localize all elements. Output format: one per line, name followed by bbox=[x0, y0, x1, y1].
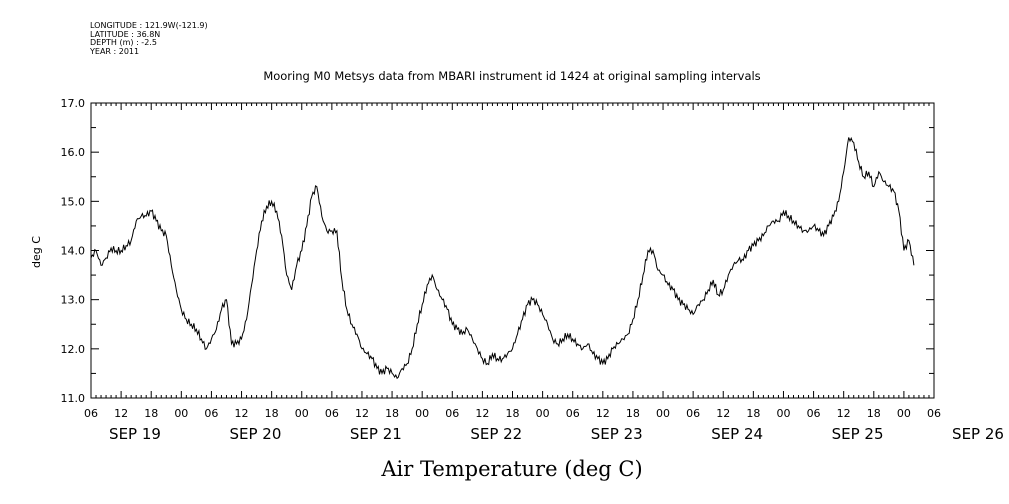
x-hour-label: 18 bbox=[506, 407, 520, 420]
y-axis-label: deg C bbox=[30, 236, 43, 268]
year-text: YEAR : 2011 bbox=[90, 46, 140, 56]
x-axis-label: Air Temperature (deg C) bbox=[380, 457, 642, 481]
x-hour-label: 18 bbox=[626, 407, 640, 420]
y-tick-label: 12.0 bbox=[61, 343, 86, 356]
y-tick-label: 14.0 bbox=[61, 245, 86, 258]
y-tick-label: 11.0 bbox=[61, 392, 86, 405]
x-hour-label: 12 bbox=[716, 407, 730, 420]
chart-title: Mooring M0 Metsys data from MBARI instru… bbox=[263, 69, 760, 83]
x-hour-label: 12 bbox=[596, 407, 610, 420]
x-hour-label: 18 bbox=[265, 407, 279, 420]
x-day-label: SEP 25 bbox=[832, 425, 884, 443]
x-hour-label: 00 bbox=[295, 407, 309, 420]
y-tick-label: 16.0 bbox=[61, 146, 86, 159]
x-hour-label: 12 bbox=[235, 407, 249, 420]
latitude-text: LATITUDE : 36.8N bbox=[90, 29, 161, 39]
x-hour-label: 06 bbox=[686, 407, 700, 420]
depth-text: DEPTH (m) : -2.5 bbox=[90, 38, 157, 48]
x-hour-label: 18 bbox=[385, 407, 399, 420]
y-tick-label: 17.0 bbox=[61, 97, 86, 110]
x-hour-label: 06 bbox=[204, 407, 218, 420]
x-hour-label: 06 bbox=[807, 407, 821, 420]
x-day-label: SEP 20 bbox=[229, 425, 281, 443]
x-hour-label: 06 bbox=[566, 407, 580, 420]
x-day-label: SEP 19 bbox=[109, 425, 161, 443]
x-hour-label: 06 bbox=[325, 407, 339, 420]
y-tick-label: 15.0 bbox=[61, 195, 86, 208]
x-hour-label: 00 bbox=[536, 407, 550, 420]
x-day-label: SEP 23 bbox=[591, 425, 643, 443]
x-hour-label: 12 bbox=[475, 407, 489, 420]
x-hour-label: 06 bbox=[84, 407, 98, 420]
x-day-label: SEP 24 bbox=[711, 425, 763, 443]
x-hour-label: 00 bbox=[174, 407, 188, 420]
x-hour-label: 06 bbox=[445, 407, 459, 420]
plot-frame bbox=[90, 102, 935, 399]
x-hour-label: 18 bbox=[867, 407, 881, 420]
longitude-text: LONGITUDE : 121.9W(-121.9) bbox=[90, 21, 208, 30]
tick-labels: 11.0 12.0 13.0 14.0 15.0 16.0 17.0 06 12 18 00 06 12… bbox=[61, 97, 1004, 443]
axis-ticks bbox=[90, 102, 935, 399]
data-series bbox=[90, 136, 915, 380]
air-temperature-line bbox=[90, 136, 915, 380]
x-day-label: SEP 22 bbox=[470, 425, 522, 443]
x-hour-label: 18 bbox=[144, 407, 158, 420]
x-hour-label: 12 bbox=[355, 407, 369, 420]
x-hour-label: 06 bbox=[927, 407, 941, 420]
x-hour-label: 00 bbox=[656, 407, 670, 420]
x-day-label: SEP 21 bbox=[350, 425, 402, 443]
x-hour-label: 00 bbox=[776, 407, 790, 420]
x-hour-label: 12 bbox=[114, 407, 128, 420]
dataset-metadata: LONGITUDE : 121.9W(-121.9) LATITUDE : 36… bbox=[90, 21, 208, 56]
y-tick-label: 13.0 bbox=[61, 294, 86, 307]
x-hour-label: 00 bbox=[415, 407, 429, 420]
x-hour-label: 12 bbox=[837, 407, 851, 420]
x-hour-label: 18 bbox=[746, 407, 760, 420]
x-day-label: SEP 26 bbox=[952, 425, 1004, 443]
x-hour-label: 00 bbox=[897, 407, 911, 420]
